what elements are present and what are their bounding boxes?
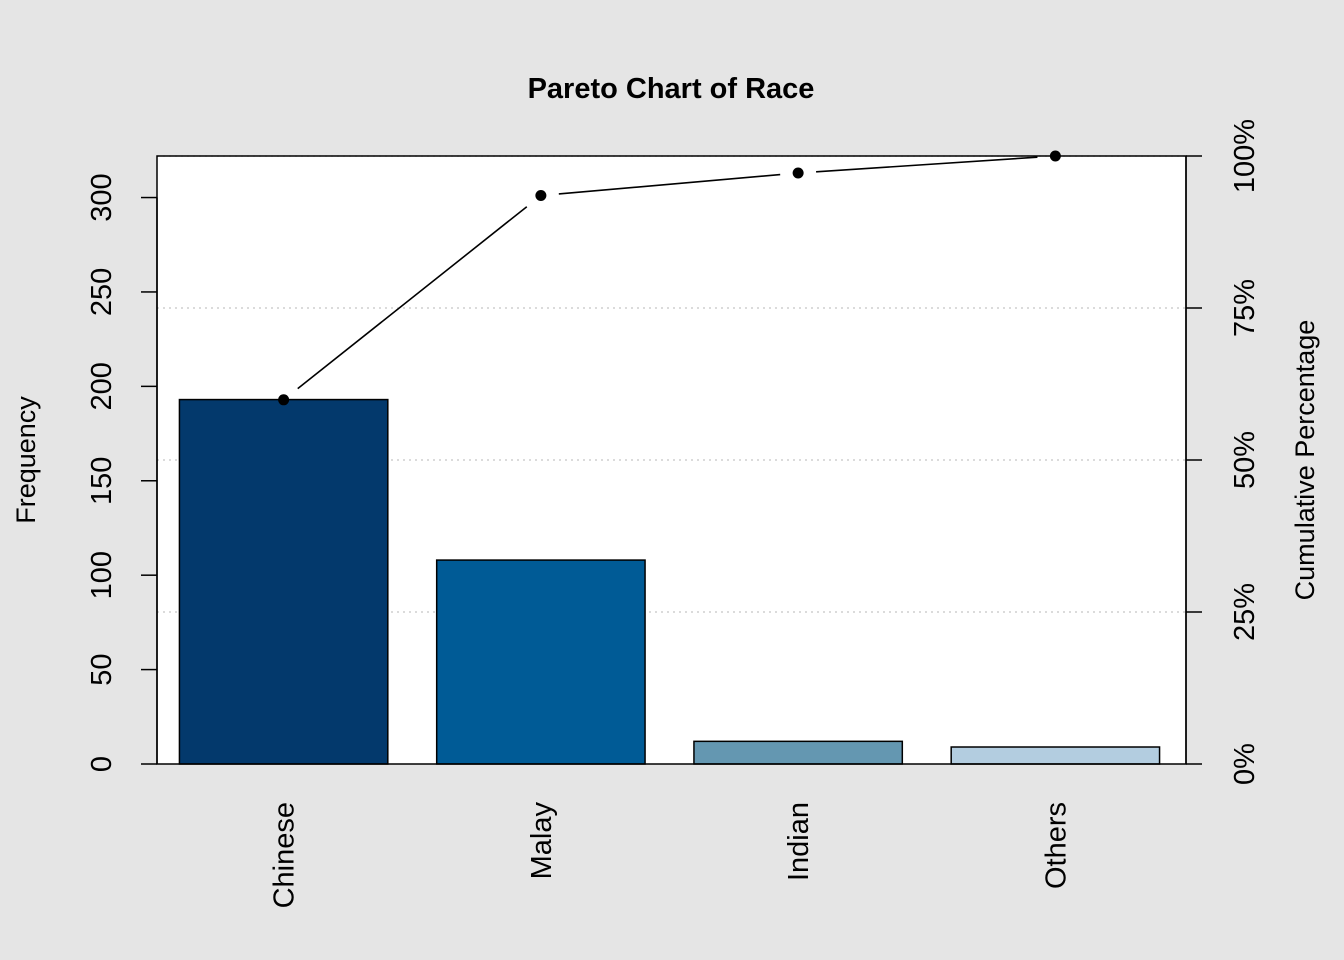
- cumulative-line-segment: [816, 156, 1038, 173]
- right-axis: 0% 25% 50% 75% 100%: [1185, 119, 1261, 785]
- category-label-indian: Indian: [783, 802, 815, 881]
- bar-others: [950, 746, 1161, 765]
- cumulative-point-indian: [792, 167, 804, 179]
- y2-tick-label: 25%: [1229, 583, 1261, 641]
- y-axis-label: Frequency: [11, 396, 41, 524]
- y2-tick-label: 75%: [1229, 279, 1261, 337]
- bar-malay: [435, 559, 646, 765]
- category-label-others: Others: [1040, 802, 1072, 889]
- bar-indian: [693, 740, 904, 765]
- y-tick-label: 50: [86, 653, 118, 685]
- y2-axis-label: Cumulative Percentage: [1290, 320, 1320, 601]
- category-label-chinese: Chinese: [269, 802, 301, 908]
- y2-tick-label: 100%: [1229, 119, 1261, 193]
- y-tick-label: 100: [86, 551, 118, 599]
- cumulative-line-segment: [297, 206, 528, 390]
- bars: [178, 398, 1161, 765]
- y2-tick-label: 0%: [1229, 743, 1261, 785]
- y2-tick-label: 50%: [1229, 431, 1261, 489]
- left-axis: 0 50 100 150 200 250 300: [86, 173, 158, 772]
- category-label-malay: Malay: [526, 802, 558, 880]
- y-tick-label: 200: [86, 362, 118, 410]
- y-tick-label: 250: [86, 268, 118, 316]
- y-tick-label: 150: [86, 457, 118, 505]
- y-tick-label: 300: [86, 173, 118, 221]
- cumulative-line-segment: [558, 173, 781, 195]
- cumulative-point-malay: [535, 190, 547, 202]
- cumulative-point-chinese: [278, 394, 290, 406]
- chart-title: Pareto Chart of Race: [528, 73, 815, 105]
- bar-chinese: [178, 398, 389, 765]
- category-axis: Chinese Malay Indian Others: [269, 802, 1073, 909]
- y-tick-label: 0: [86, 756, 118, 772]
